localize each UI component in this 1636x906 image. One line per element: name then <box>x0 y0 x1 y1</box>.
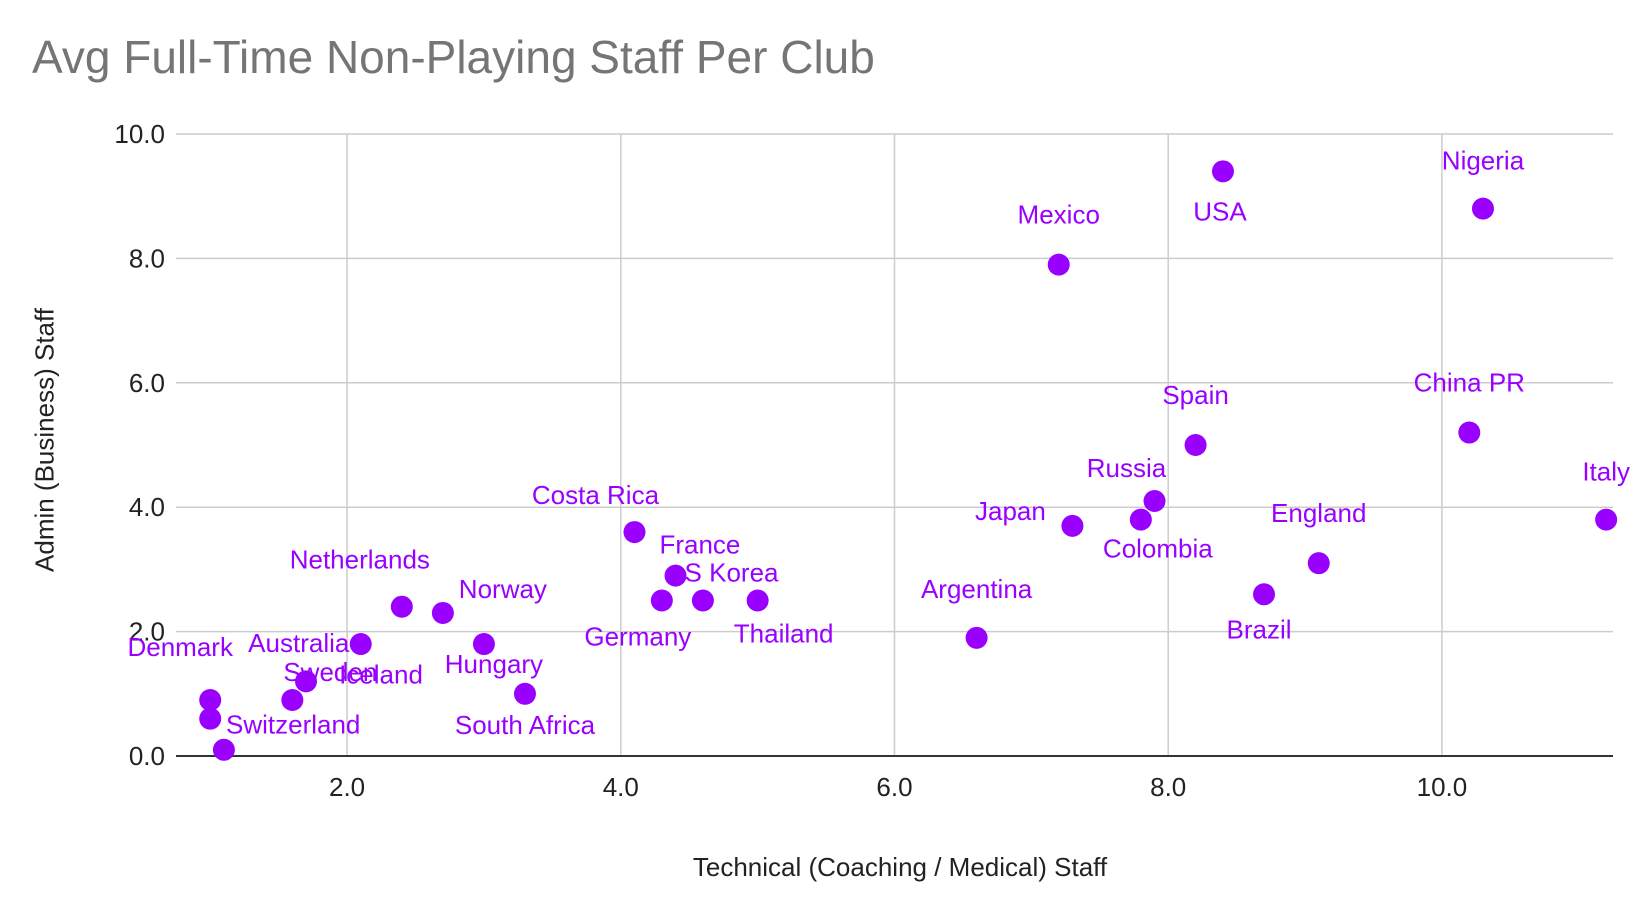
data-point <box>650 589 673 612</box>
data-label: Mexico <box>1018 200 1100 230</box>
data-label: Thailand <box>734 619 834 649</box>
data-label: Colombia <box>1103 534 1213 564</box>
y-tick-label: 0.0 <box>129 741 165 771</box>
data-label: Argentina <box>921 574 1033 604</box>
x-tick-label: 4.0 <box>603 772 639 802</box>
data-label: Nigeria <box>1442 146 1525 176</box>
data-label: Netherlands <box>290 545 430 575</box>
data-label: Brazil <box>1227 614 1292 644</box>
data-point <box>349 633 372 656</box>
data-label: Japan <box>975 496 1046 526</box>
x-axis-title: Technical (Coaching / Medical) Staff <box>692 852 1108 882</box>
data-label: S Korea <box>685 558 779 588</box>
data-label: Germany <box>584 622 691 652</box>
data-point <box>212 738 235 761</box>
data-label: Iceland <box>339 659 423 689</box>
data-point <box>1471 197 1494 220</box>
x-tick-label: 8.0 <box>1150 772 1186 802</box>
data-point <box>746 589 769 612</box>
data-point <box>623 521 646 544</box>
data-point <box>664 564 687 587</box>
data-label: Spain <box>1162 380 1229 410</box>
y-tick-label: 6.0 <box>129 368 165 398</box>
y-tick-label: 4.0 <box>129 492 165 522</box>
data-label: France <box>659 530 740 560</box>
data-label: Denmark <box>127 632 233 662</box>
data-point <box>390 595 413 618</box>
data-label: Sweden <box>283 657 377 687</box>
x-tick-label: 10.0 <box>1417 772 1468 802</box>
data-label: Norway <box>459 574 547 604</box>
data-point <box>431 601 454 624</box>
data-point <box>199 689 222 712</box>
x-tick-label: 2.0 <box>329 772 365 802</box>
data-point <box>1129 508 1152 531</box>
data-point <box>1253 583 1276 606</box>
data-point <box>1307 552 1330 575</box>
y-tick-label: 10.0 <box>114 119 165 149</box>
data-point <box>513 682 536 705</box>
data-point <box>1211 160 1234 183</box>
data-label: Italy <box>1582 457 1630 487</box>
data-point <box>281 689 304 712</box>
data-point <box>472 633 495 656</box>
data-point <box>1458 421 1481 444</box>
data-label: China PR <box>1414 368 1525 398</box>
data-label: Russia <box>1087 453 1167 483</box>
data-label: Hungary <box>445 649 543 679</box>
data-point <box>1184 434 1207 456</box>
chart-title: Avg Full-Time Non-Playing Staff Per Club <box>32 31 875 83</box>
y-tick-label: 8.0 <box>129 243 165 273</box>
data-label: Costa Rica <box>532 480 660 510</box>
data-label: USA <box>1193 196 1247 226</box>
y-tick-label: 2.0 <box>129 617 165 647</box>
data-label: England <box>1271 498 1366 528</box>
data-point <box>1143 489 1166 512</box>
data-label: South Africa <box>455 710 596 740</box>
data-point <box>199 707 222 730</box>
data-point <box>691 589 714 612</box>
x-tick-label: 6.0 <box>876 772 912 802</box>
y-axis-title: Admin (Business) Staff <box>29 308 60 572</box>
data-label: Australia <box>248 628 350 658</box>
data-point <box>1047 253 1070 276</box>
data-point <box>1061 514 1084 537</box>
data-point <box>295 670 318 693</box>
data-point <box>1595 508 1618 531</box>
data-label: Switzerland <box>226 710 360 740</box>
data-point <box>965 626 988 649</box>
